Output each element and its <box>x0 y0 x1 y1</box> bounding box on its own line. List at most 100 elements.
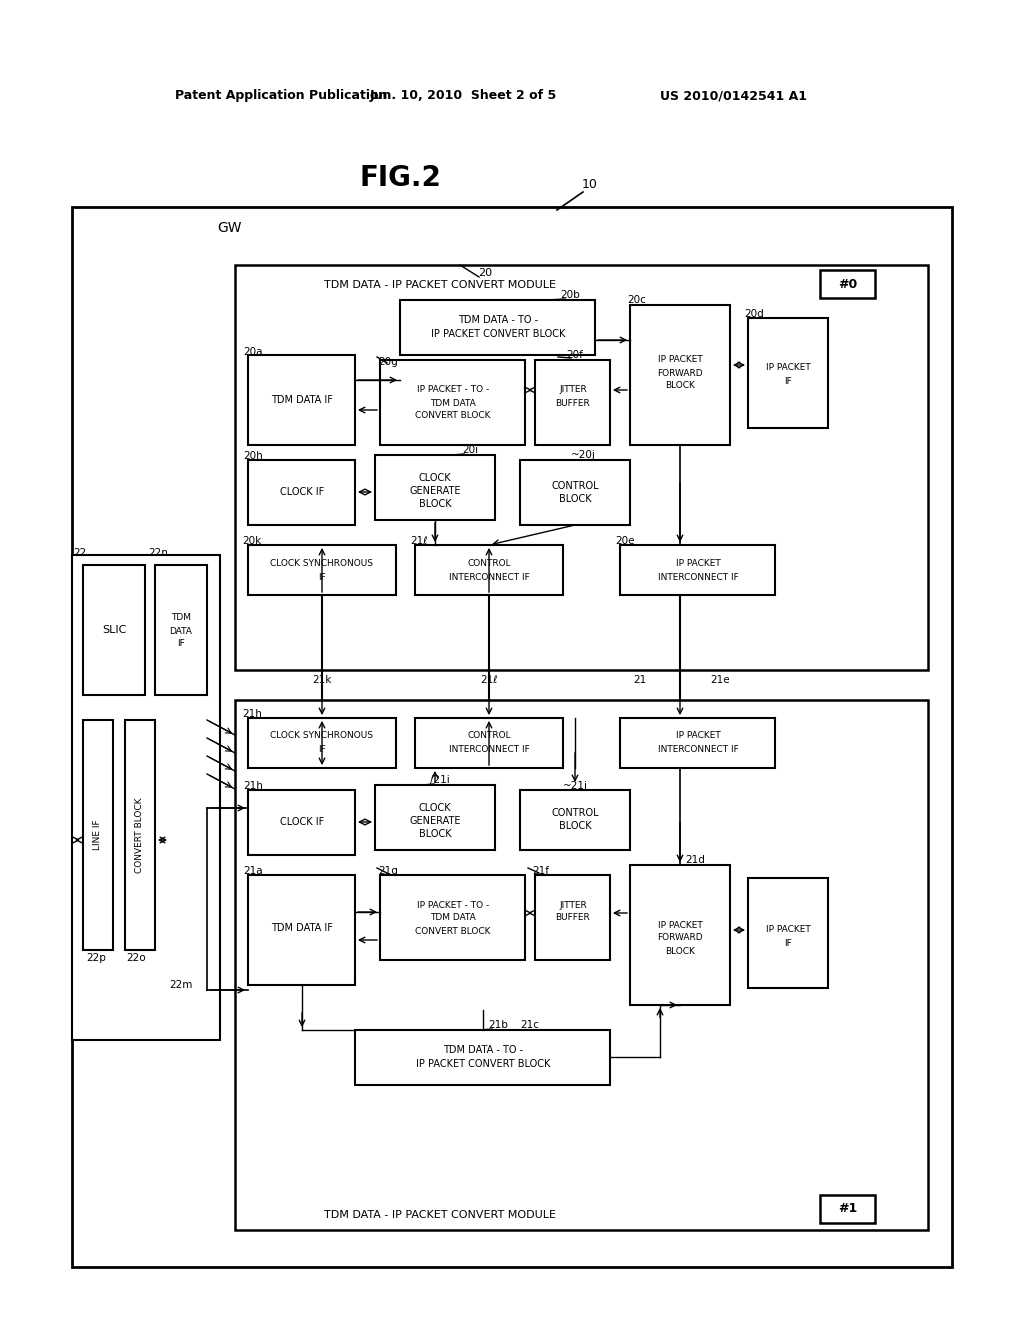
Text: IF: IF <box>318 573 326 582</box>
Text: IF: IF <box>318 746 326 755</box>
Text: 21k: 21k <box>312 675 332 685</box>
Text: IP PACKET: IP PACKET <box>657 355 702 364</box>
Text: /21i: /21i <box>430 775 450 785</box>
Text: 21ℓ: 21ℓ <box>411 536 428 546</box>
Bar <box>415 545 563 595</box>
Text: FIG.2: FIG.2 <box>359 164 441 191</box>
Text: 21d: 21d <box>685 855 705 865</box>
Text: TDM DATA - IP PACKET CONVERT MODULE: TDM DATA - IP PACKET CONVERT MODULE <box>324 280 556 290</box>
Text: IP PACKET CONVERT BLOCK: IP PACKET CONVERT BLOCK <box>416 1059 550 1069</box>
Text: ~20j: ~20j <box>570 450 595 459</box>
Text: BLOCK: BLOCK <box>559 494 591 504</box>
Text: 20f: 20f <box>566 350 584 360</box>
Text: 20b: 20b <box>560 290 580 300</box>
Text: CONTROL: CONTROL <box>551 808 599 818</box>
Text: BLOCK: BLOCK <box>665 381 695 391</box>
Text: TDM DATA: TDM DATA <box>430 913 476 923</box>
Text: BLOCK: BLOCK <box>665 946 695 956</box>
Text: INTERCONNECT IF: INTERCONNECT IF <box>449 746 529 755</box>
Text: INTERCONNECT IF: INTERCONNECT IF <box>657 573 738 582</box>
Bar <box>400 300 595 355</box>
Text: CLOCK: CLOCK <box>419 473 452 483</box>
Bar <box>375 455 495 520</box>
Bar <box>248 789 355 855</box>
Text: TDM: TDM <box>171 614 191 623</box>
Text: BUFFER: BUFFER <box>556 913 591 923</box>
Text: IP PACKET - TO -: IP PACKET - TO - <box>417 385 489 395</box>
Text: CLOCK SYNCHRONOUS: CLOCK SYNCHRONOUS <box>270 731 374 741</box>
Text: 20e: 20e <box>615 536 635 546</box>
Text: INTERCONNECT IF: INTERCONNECT IF <box>657 746 738 755</box>
Text: IP PACKET: IP PACKET <box>766 363 810 372</box>
Text: 21ℓ: 21ℓ <box>480 675 498 685</box>
Text: 20d: 20d <box>744 309 764 319</box>
Bar <box>234 265 928 671</box>
Text: FORWARD: FORWARD <box>657 368 702 378</box>
Text: ~21j: ~21j <box>562 781 588 791</box>
Text: CONTROL: CONTROL <box>467 558 511 568</box>
Bar <box>125 719 155 950</box>
Bar <box>748 878 828 987</box>
Bar <box>234 700 928 1230</box>
Text: Patent Application Publication: Patent Application Publication <box>175 90 387 103</box>
Bar <box>820 1195 874 1224</box>
Text: INTERCONNECT IF: INTERCONNECT IF <box>449 573 529 582</box>
Text: 21e: 21e <box>711 675 730 685</box>
Text: TDM DATA: TDM DATA <box>430 399 476 408</box>
Text: BLOCK: BLOCK <box>559 821 591 832</box>
Text: 20i: 20i <box>462 445 478 455</box>
Text: CLOCK: CLOCK <box>419 803 452 813</box>
Bar <box>248 875 355 985</box>
Text: 21f: 21f <box>532 866 550 876</box>
Text: 21g: 21g <box>378 866 398 876</box>
Bar <box>375 785 495 850</box>
Text: 20c: 20c <box>628 294 646 305</box>
Text: JITTER: JITTER <box>559 900 587 909</box>
Text: CONTROL: CONTROL <box>551 480 599 491</box>
Text: GW: GW <box>218 220 243 235</box>
Text: CLOCK IF: CLOCK IF <box>280 487 325 498</box>
Text: IF: IF <box>784 376 792 385</box>
Text: 22p: 22p <box>86 953 105 964</box>
Text: FORWARD: FORWARD <box>657 933 702 942</box>
Text: 21c: 21c <box>520 1020 540 1030</box>
Bar <box>380 875 525 960</box>
Text: IP PACKET: IP PACKET <box>676 731 720 741</box>
Text: DATA: DATA <box>170 627 193 635</box>
Text: GENERATE: GENERATE <box>410 816 461 826</box>
Text: US 2010/0142541 A1: US 2010/0142541 A1 <box>660 90 807 103</box>
Text: 20a: 20a <box>244 347 263 356</box>
Text: 21b: 21b <box>488 1020 508 1030</box>
Bar <box>520 459 630 525</box>
Bar <box>620 718 775 768</box>
Text: Jun. 10, 2010  Sheet 2 of 5: Jun. 10, 2010 Sheet 2 of 5 <box>370 90 557 103</box>
Text: 20k: 20k <box>243 536 261 546</box>
Text: TDM DATA - TO -: TDM DATA - TO - <box>458 315 538 325</box>
Text: 20h: 20h <box>243 451 263 461</box>
Bar <box>630 865 730 1005</box>
Text: 21: 21 <box>634 675 646 685</box>
Bar <box>820 271 874 298</box>
Text: TDM DATA - TO -: TDM DATA - TO - <box>443 1045 523 1055</box>
Text: IP PACKET: IP PACKET <box>657 920 702 929</box>
Text: IP PACKET CONVERT BLOCK: IP PACKET CONVERT BLOCK <box>431 329 565 339</box>
Bar <box>415 718 563 768</box>
Text: 22m: 22m <box>169 979 193 990</box>
Bar <box>248 545 396 595</box>
Bar <box>72 207 952 1267</box>
Bar <box>248 355 355 445</box>
Bar <box>248 718 396 768</box>
Text: IP PACKET: IP PACKET <box>766 925 810 935</box>
Text: TDM DATA - IP PACKET CONVERT MODULE: TDM DATA - IP PACKET CONVERT MODULE <box>324 1210 556 1220</box>
Text: 21h: 21h <box>243 781 263 791</box>
Bar <box>520 789 630 850</box>
Text: LINE IF: LINE IF <box>93 820 102 850</box>
Text: CONVERT BLOCK: CONVERT BLOCK <box>416 927 490 936</box>
Text: CLOCK SYNCHRONOUS: CLOCK SYNCHRONOUS <box>270 558 374 568</box>
Text: #0: #0 <box>839 277 858 290</box>
Text: 22o: 22o <box>126 953 145 964</box>
Text: CLOCK IF: CLOCK IF <box>280 817 325 828</box>
Text: 22: 22 <box>74 548 87 558</box>
Text: TDM DATA IF: TDM DATA IF <box>271 923 333 933</box>
Bar <box>355 1030 610 1085</box>
